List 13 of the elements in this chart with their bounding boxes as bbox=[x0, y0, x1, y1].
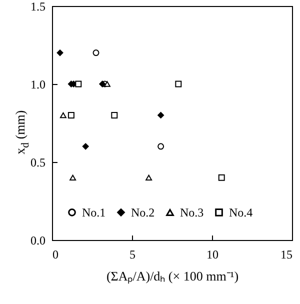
legend-label: No.3 bbox=[180, 206, 204, 220]
x-tick-label: 15 bbox=[280, 248, 292, 262]
y-tick-label: 0.5 bbox=[30, 156, 46, 170]
y-tick-label: 1.5 bbox=[30, 0, 46, 14]
x-tick-label: 0 bbox=[52, 248, 58, 262]
x-axis-title: (ΣAₚ/A)/dₕ (× 100 mm⁻¹) bbox=[106, 268, 239, 284]
y-tick-label: 0.0 bbox=[30, 234, 46, 248]
legend-label: No.4 bbox=[229, 205, 253, 220]
x-tick-label: 10 bbox=[206, 248, 218, 262]
y-tick-label: 1.0 bbox=[30, 78, 46, 92]
legend-label: No.1 bbox=[82, 205, 106, 220]
x-tick-label: 5 bbox=[130, 248, 136, 262]
legend-label: No.2 bbox=[131, 205, 155, 220]
